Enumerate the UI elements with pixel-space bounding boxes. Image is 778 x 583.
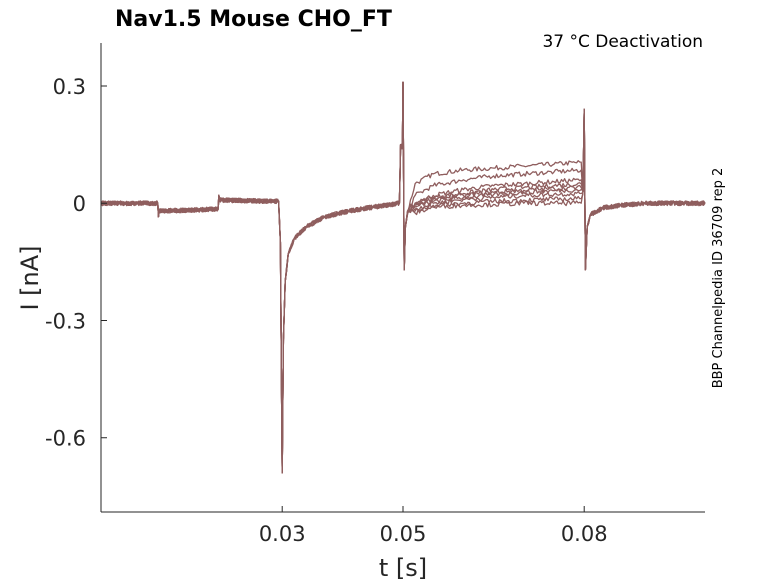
x-tick-label: 0.08 [561, 522, 608, 546]
x-tick-label: 0.03 [259, 522, 306, 546]
traces [100, 81, 706, 474]
sweep-trace-9 [100, 81, 706, 474]
y-tick-label: 0 [73, 192, 86, 216]
y-axis-label: I [nA] [16, 245, 44, 310]
side-label: BBP Channelpedia ID 36709 rep 2 [711, 168, 726, 389]
annotation: 37 °C Deactivation [542, 32, 703, 52]
y-tick-label: -0.3 [45, 309, 86, 333]
y-tick-label: -0.6 [45, 427, 86, 451]
x-axis-label: t [s] [379, 554, 427, 582]
ticks: 0.03 0.05 0.08 0.3 0 -0.3 -0.6 [45, 75, 608, 546]
x-tick-label: 0.05 [380, 522, 427, 546]
chart-title: Nav1.5 Mouse CHO_FT [115, 7, 392, 32]
y-tick-label: 0.3 [53, 75, 86, 99]
